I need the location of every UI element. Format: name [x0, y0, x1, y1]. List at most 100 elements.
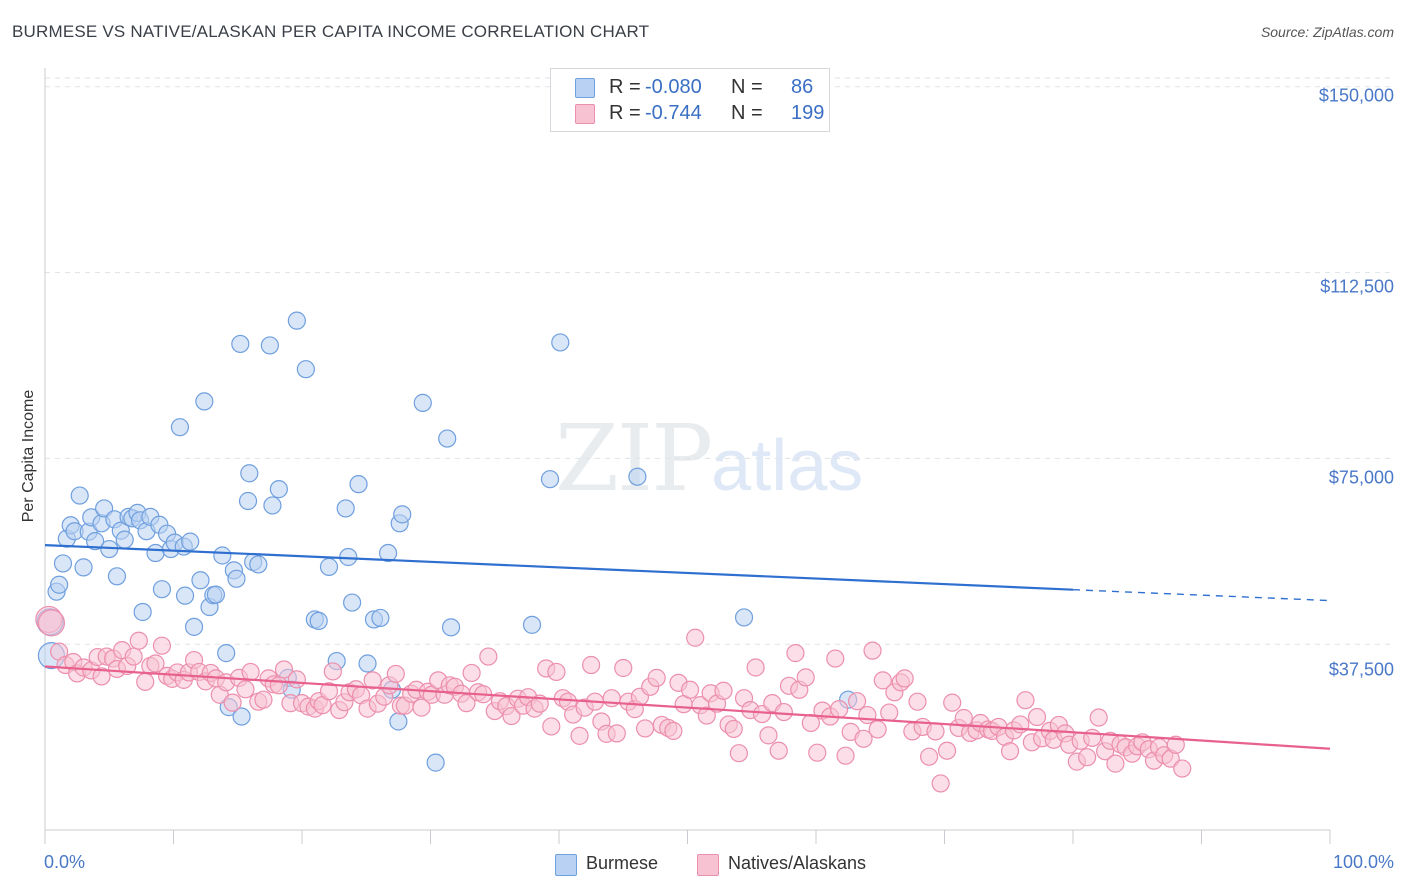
source-prefix: Source: [1260, 24, 1314, 40]
burmese-swatch [575, 78, 595, 98]
burmese-point [133, 602, 152, 622]
natives-point [136, 672, 155, 691]
natives-point [854, 729, 873, 748]
burmese-point [389, 712, 408, 731]
burmese-legend-swatch [555, 854, 577, 876]
natives-point [254, 690, 273, 709]
natives-point [858, 705, 877, 725]
burmese-point [371, 608, 390, 628]
legend-r-value: -0.744 [645, 102, 702, 124]
natives-point [848, 692, 867, 711]
natives-point [937, 741, 957, 760]
burmese-point [551, 333, 570, 352]
natives-point [908, 692, 927, 711]
natives-point [836, 746, 855, 765]
natives-point [680, 680, 700, 699]
natives-point [724, 719, 743, 739]
source-site: ZipAtlas.com [1313, 24, 1394, 40]
natives-point [1173, 759, 1192, 778]
natives-point [686, 628, 705, 647]
natives-point [547, 662, 566, 682]
natives-point [152, 636, 172, 655]
natives-point [943, 693, 962, 712]
source-credit: Source: ZipAtlas.com [1261, 24, 1394, 40]
natives-point [582, 655, 601, 675]
burmese-point [74, 558, 93, 577]
stats-legend: R = -0.080 N = 86 R = -0.744 N = 199 [550, 68, 830, 132]
natives-point [868, 720, 887, 739]
natives-point [502, 706, 521, 726]
natives-point [241, 662, 260, 682]
natives-point [1016, 691, 1035, 710]
burmese-point [269, 480, 288, 499]
legend-label-natives: Natives/Alaskans [728, 853, 867, 873]
natives-point [269, 676, 288, 695]
burmese-point [206, 585, 226, 604]
natives-point [1000, 742, 1020, 761]
natives-point [796, 668, 815, 687]
natives-point [926, 722, 945, 741]
burmese-point [349, 475, 368, 494]
natives-point [124, 647, 143, 666]
natives-point [146, 654, 165, 673]
natives-point [457, 694, 476, 713]
natives-point [880, 703, 899, 722]
natives-point [1078, 748, 1097, 767]
burmese-point [107, 567, 127, 586]
natives-point [895, 669, 914, 688]
natives-point [319, 682, 339, 701]
natives-point [607, 724, 626, 743]
burmese-point [540, 470, 560, 489]
natives-point [92, 667, 111, 686]
natives-point [729, 744, 749, 763]
burmese-point [263, 496, 282, 515]
y-tick-label-150000: $150,000 [1318, 85, 1394, 106]
natives-point [1027, 707, 1047, 727]
legend-n-value: 86 [791, 76, 814, 98]
natives-point [542, 717, 561, 736]
y-tick-label-37500: $37,500 [1328, 659, 1394, 680]
natives-point [931, 774, 950, 793]
burmese-point [50, 575, 69, 594]
natives-point [635, 719, 655, 738]
natives-point [808, 743, 827, 762]
legend-r-value: -0.080 [645, 76, 702, 98]
natives-point [1166, 735, 1185, 754]
natives-point [614, 658, 633, 678]
natives-point [129, 631, 148, 650]
burmese-point [115, 530, 134, 549]
natives-point [769, 741, 788, 760]
watermark: ZIPatlas [555, 405, 863, 512]
natives-point [223, 693, 242, 712]
burmese-point [53, 554, 73, 573]
burmese-point [413, 393, 432, 412]
natives-point [774, 702, 793, 722]
natives-point [323, 662, 342, 681]
natives-point [1083, 728, 1102, 747]
natives-trend-line [44, 665, 1331, 750]
legend-n-value: 199 [791, 102, 825, 124]
legend-label-burmese: Burmese [586, 853, 659, 873]
chart-title: BURMESE VS NATIVE/ALASKAN PER CAPITA INC… [12, 22, 650, 41]
burmese-point [232, 707, 251, 726]
burmese-point [358, 654, 377, 673]
burmese-point [181, 532, 200, 551]
natives-point [386, 664, 405, 684]
burmese-point [441, 618, 461, 637]
natives-point [759, 726, 778, 745]
natives-point [462, 663, 481, 683]
y-axis-label: Per Capita Income [20, 389, 37, 523]
burmese-point [231, 334, 250, 354]
burmese-point [217, 644, 236, 663]
natives-point [363, 671, 382, 690]
natives-point [274, 660, 294, 679]
burmese-point [378, 543, 398, 563]
burmese-trend-line [44, 543, 1074, 591]
burmese-point [628, 467, 647, 486]
legend-n-label: N = [731, 102, 763, 124]
natives-point [786, 644, 805, 663]
natives-point [479, 647, 498, 666]
burmese-point [426, 753, 445, 772]
burmese-point [227, 569, 246, 588]
